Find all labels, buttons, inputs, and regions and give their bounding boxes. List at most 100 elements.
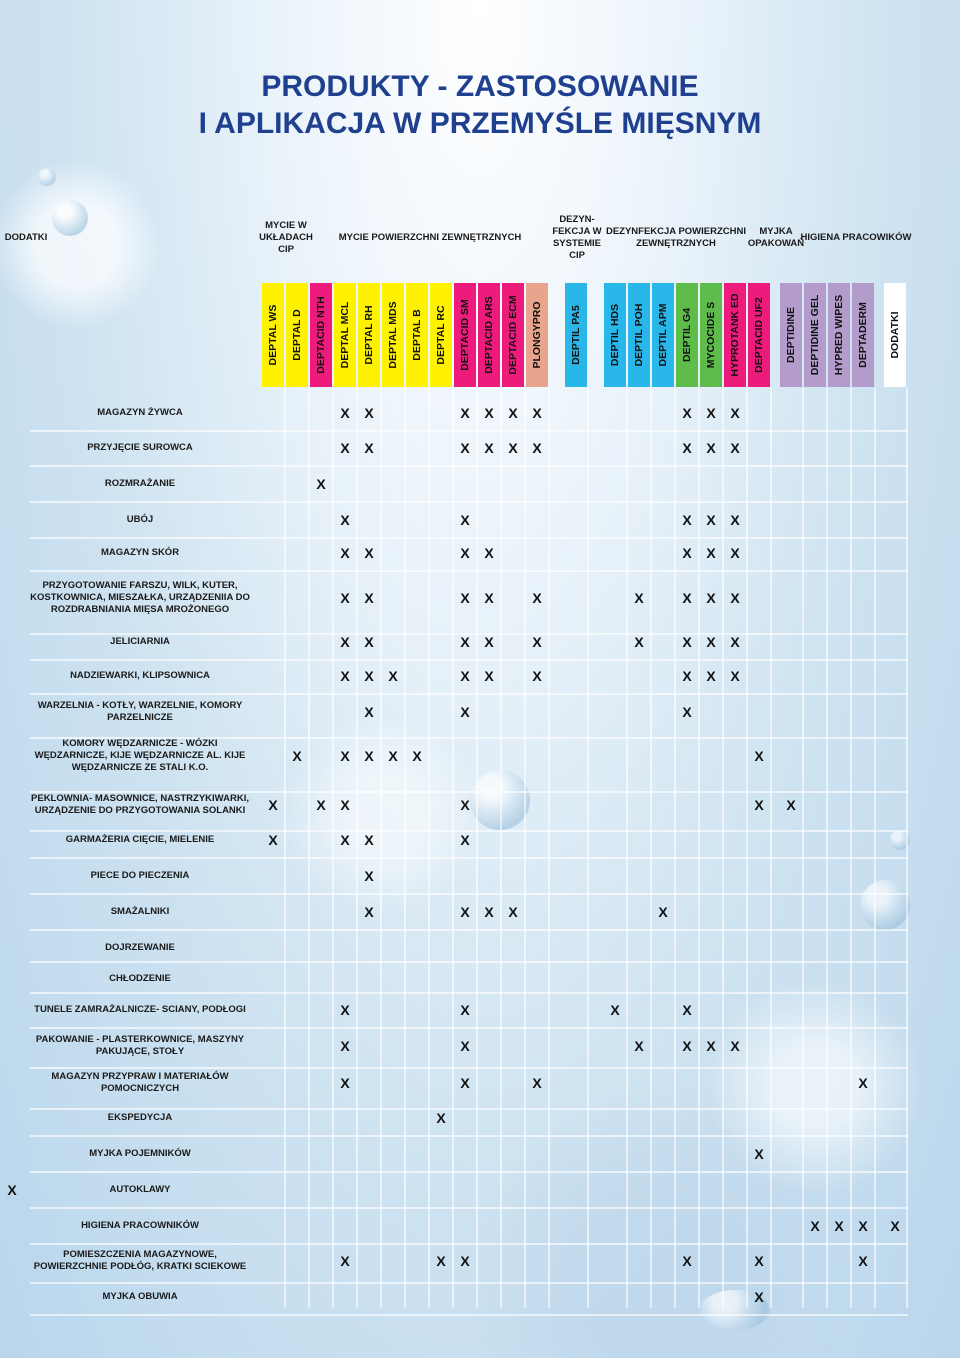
table-cell-mark: X bbox=[340, 797, 350, 813]
table-cell-mark: X bbox=[460, 797, 470, 813]
column-header: DEPTAL MCL bbox=[334, 283, 356, 387]
table-cell-mark: X bbox=[7, 1182, 17, 1198]
table-cell-mark: X bbox=[460, 512, 470, 528]
table-cell-mark: X bbox=[754, 1146, 764, 1162]
table-cell-mark: X bbox=[412, 748, 422, 764]
table-cell-mark: X bbox=[682, 512, 692, 528]
table-cell-mark: X bbox=[706, 440, 716, 456]
table-cell-mark: X bbox=[834, 1218, 844, 1234]
table-cell-mark: X bbox=[508, 440, 518, 456]
table-cell-mark: X bbox=[340, 748, 350, 764]
water-bubble bbox=[890, 830, 910, 850]
table-cell-mark: X bbox=[484, 545, 494, 561]
table-cell-mark: X bbox=[388, 748, 398, 764]
table-cell-mark: X bbox=[364, 405, 374, 421]
table-cell-mark: X bbox=[682, 634, 692, 650]
row-label: NADZIEWARKI, KLIPSOWNICA bbox=[70, 670, 210, 681]
table-cell-mark: X bbox=[364, 748, 374, 764]
table-cell-mark: X bbox=[340, 634, 350, 650]
column-header: DEPTIDINE GEL bbox=[804, 283, 826, 387]
table-cell-mark: X bbox=[340, 668, 350, 684]
table-cell-mark: X bbox=[682, 440, 692, 456]
row-label: JELICIARNIA bbox=[110, 636, 170, 647]
title-line-2: I APLIKACJA W PRZEMYŚLE MIĘSNYM bbox=[198, 107, 762, 140]
row-label: GARMAŻERIA CIĘCIE, MIELENIE bbox=[65, 834, 215, 845]
column-header: DODATKI bbox=[884, 283, 906, 387]
table-cell-mark: X bbox=[292, 748, 302, 764]
column-header: HYPROTANK ED bbox=[724, 283, 746, 387]
group-header: MYJKA OPAKOWAŃ bbox=[747, 226, 805, 249]
table-cell-mark: X bbox=[460, 405, 470, 421]
table-cell-mark: X bbox=[460, 904, 470, 920]
table-cell-mark: X bbox=[460, 668, 470, 684]
table-cell-mark: X bbox=[682, 405, 692, 421]
group-header: DODATKI bbox=[4, 232, 48, 243]
row-label: MAGAZYN SKÓR bbox=[100, 547, 180, 558]
table-cell-mark: X bbox=[682, 1002, 692, 1018]
title-line-1: PRODUKTY - ZASTOSOWANIE bbox=[261, 70, 699, 103]
table-cell-mark: X bbox=[682, 704, 692, 720]
table-cell-mark: X bbox=[340, 1075, 350, 1091]
table-cell-mark: X bbox=[706, 1038, 716, 1054]
table-cell-mark: X bbox=[810, 1218, 820, 1234]
group-header: DEZYN-FEKCJA W SYSTEMIE CIP bbox=[552, 214, 602, 261]
table-cell-mark: X bbox=[460, 590, 470, 606]
table-cell-mark: X bbox=[706, 668, 716, 684]
group-header: MYCIE POWIERZCHNI ZEWNĘTRZNYCH bbox=[338, 232, 522, 243]
table-cell-mark: X bbox=[754, 1289, 764, 1305]
table-cell-mark: X bbox=[634, 1038, 644, 1054]
table-cell-mark: X bbox=[532, 634, 542, 650]
table-cell-mark: X bbox=[460, 440, 470, 456]
row-label: MAGAZYN PRZYPRAW I MATERIAŁÓW POMOCNICZY… bbox=[51, 1071, 229, 1094]
column-header: DEPTAL D bbox=[286, 283, 308, 387]
water-bubble bbox=[860, 880, 910, 930]
column-header: DEPTIL PA5 bbox=[565, 283, 587, 387]
row-label: AUTOKLAWY bbox=[109, 1184, 171, 1195]
column-header: DEPTACID NTH bbox=[310, 283, 332, 387]
column-header: DEPTIDINE bbox=[780, 283, 802, 387]
table-cell-mark: X bbox=[682, 590, 692, 606]
water-bubble bbox=[700, 1290, 770, 1330]
group-header: MYCIE W UKŁADACH CIP bbox=[259, 220, 313, 255]
table-cell-mark: X bbox=[682, 545, 692, 561]
column-header: DEPTAL RC bbox=[430, 283, 452, 387]
table-cell-mark: X bbox=[858, 1253, 868, 1269]
table-cell-mark: X bbox=[364, 832, 374, 848]
table-cell-mark: X bbox=[484, 634, 494, 650]
table-cell-mark: X bbox=[340, 545, 350, 561]
table-cell-mark: X bbox=[340, 512, 350, 528]
table-cell-mark: X bbox=[730, 440, 740, 456]
table-cell-mark: X bbox=[484, 590, 494, 606]
table-cell-mark: X bbox=[364, 904, 374, 920]
table-cell-mark: X bbox=[364, 868, 374, 884]
table-cell-mark: X bbox=[340, 1253, 350, 1269]
table-cell-mark: X bbox=[268, 832, 278, 848]
column-header: DEPTACID ECM bbox=[502, 283, 524, 387]
table-cell-mark: X bbox=[706, 405, 716, 421]
table-cell-mark: X bbox=[316, 797, 326, 813]
table-cell-mark: X bbox=[730, 1038, 740, 1054]
row-label: UBÓJ bbox=[126, 514, 154, 525]
column-header: DEPTACID SM bbox=[454, 283, 476, 387]
row-label: ROZMRAŻANIE bbox=[104, 478, 176, 489]
table-cell-mark: X bbox=[484, 668, 494, 684]
table-cell-mark: X bbox=[532, 668, 542, 684]
column-header: DEPTAL B bbox=[406, 283, 428, 387]
table-cell-mark: X bbox=[364, 634, 374, 650]
column-header: DEPTIL POH bbox=[628, 283, 650, 387]
table-cell-mark: X bbox=[364, 440, 374, 456]
table-cell-mark: X bbox=[858, 1218, 868, 1234]
row-label: HIGIENA PRACOWNIKÓW bbox=[81, 1220, 199, 1231]
row-label: EKSPEDYCJA bbox=[107, 1112, 173, 1123]
row-label: PAKOWANIE - PLASTERKOWNICE, MASZYNY PAKU… bbox=[35, 1034, 245, 1057]
table-cell-mark: X bbox=[316, 476, 326, 492]
row-label: DOJRZEWANIE bbox=[105, 942, 175, 953]
table-cell-mark: X bbox=[340, 1002, 350, 1018]
table-cell-mark: X bbox=[730, 512, 740, 528]
table-cell-mark: X bbox=[340, 405, 350, 421]
table-cell-mark: X bbox=[484, 440, 494, 456]
row-label: PRZYJĘCIE SUROWCA bbox=[87, 442, 193, 453]
table-cell-mark: X bbox=[706, 545, 716, 561]
column-header: MYCOCIDE S bbox=[700, 283, 722, 387]
